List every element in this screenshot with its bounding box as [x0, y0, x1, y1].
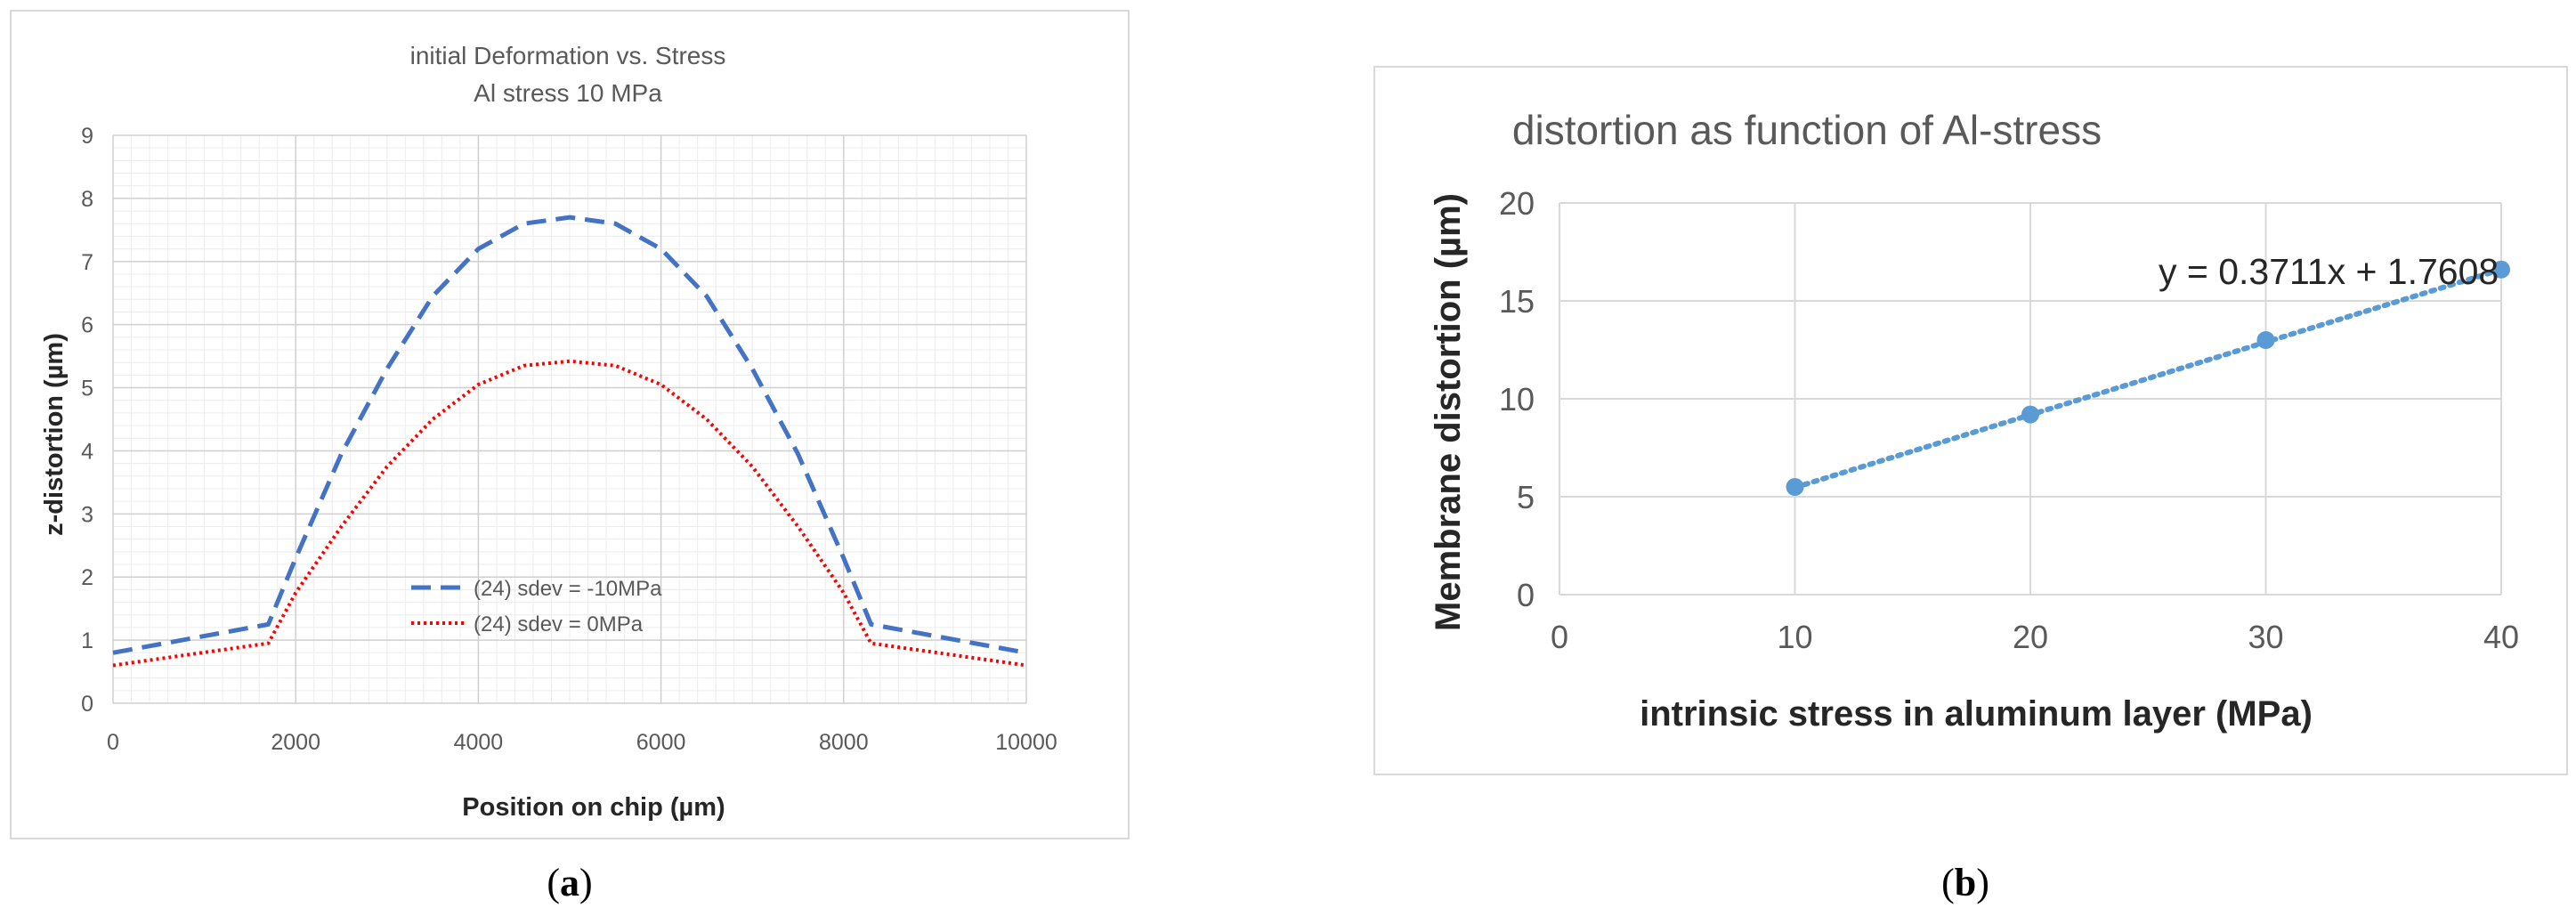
- y-tick-label: 6: [81, 313, 93, 338]
- panel-b-caption: (b): [1941, 861, 1989, 904]
- y-tick-label: 20: [1499, 185, 1535, 222]
- panel-b-chart: distortion as function of Al-stress 0 5 10…: [1373, 66, 2568, 775]
- trendline: [1792, 266, 2504, 490]
- panel-a-legend: (24) sdev = -10MPa (24) sdev = 0MPa: [411, 577, 662, 636]
- y-tick-label: 0: [1517, 577, 1535, 613]
- panel-a-major-grid: [112, 134, 1027, 704]
- data-point: [1786, 478, 1804, 496]
- panel-a-minor-grid: [112, 134, 1027, 704]
- panel-a-subtitle: Al stress 10 MPa: [474, 79, 662, 107]
- x-tick-label: 0: [1551, 619, 1568, 655]
- y-tick-label: 7: [81, 250, 93, 275]
- legend-label-series-1: (24) sdev = -10MPa: [474, 577, 662, 601]
- x-tick-label: 0: [107, 730, 119, 755]
- panel-a-y-axis-label: z-distortion (µm): [40, 333, 69, 536]
- x-tick-label: 10000: [995, 730, 1057, 755]
- y-tick-label: 15: [1499, 283, 1535, 320]
- data-point: [2256, 331, 2275, 349]
- y-tick-label: 4: [81, 439, 93, 464]
- y-tick-label: 10: [1499, 381, 1535, 417]
- y-tick-label: 2: [81, 565, 93, 590]
- panel-a-x-ticks: 0 2000 4000 6000 8000 10000: [107, 730, 1057, 755]
- panel-b-points: [1786, 260, 2510, 496]
- x-tick-label: 30: [2248, 619, 2283, 655]
- y-tick-label: 9: [81, 124, 93, 149]
- x-tick-label: 4000: [454, 730, 504, 755]
- legend-label-series-2: (24) sdev = 0MPa: [474, 612, 644, 636]
- panel-b-x-axis-label: intrinsic stress in aluminum layer (MPa): [1640, 694, 2313, 734]
- x-tick-label: 2000: [271, 730, 320, 755]
- panel-b-title: distortion as function of Al-stress: [1512, 107, 2102, 153]
- y-tick-label: 0: [81, 692, 93, 717]
- panel-a-chart: initial Deformation vs. Stress Al stress…: [10, 10, 1130, 839]
- y-tick-label: 5: [1517, 479, 1535, 515]
- panel-b-y-ticks: 0 5 10 15 20: [1499, 185, 1535, 613]
- panel-b-trendline: [1792, 266, 2504, 490]
- x-tick-label: 40: [2483, 619, 2519, 655]
- y-tick-label: 3: [81, 502, 93, 527]
- panel-b-trendline-equation: y = 0.3711x + 1.7608: [2159, 251, 2499, 292]
- x-tick-label: 20: [2013, 619, 2048, 655]
- panel-a-caption: (a): [547, 861, 592, 904]
- panel-b-frame: [1373, 66, 2568, 775]
- panel-a-x-axis-label: Position on chip (µm): [462, 793, 725, 822]
- x-tick-label: 8000: [819, 730, 869, 755]
- y-tick-label: 5: [81, 377, 93, 401]
- data-point: [2492, 260, 2510, 279]
- panel-b-x-ticks: 0 10 20 30 40: [1551, 619, 2519, 655]
- x-tick-label: 6000: [636, 730, 686, 755]
- panel-b-y-axis-label: Membrane distortion (µm): [1429, 193, 1468, 631]
- y-tick-label: 8: [81, 187, 93, 212]
- panel-a-y-ticks: 0 1 2 3 4 5 6 7 8 9: [81, 124, 93, 717]
- series-line-1: [112, 215, 1027, 655]
- x-tick-label: 10: [1777, 619, 1812, 655]
- panel-a-title: initial Deformation vs. Stress: [410, 42, 726, 69]
- y-tick-label: 1: [81, 628, 93, 653]
- panel-a-series: [112, 215, 1027, 668]
- data-point: [2021, 405, 2039, 424]
